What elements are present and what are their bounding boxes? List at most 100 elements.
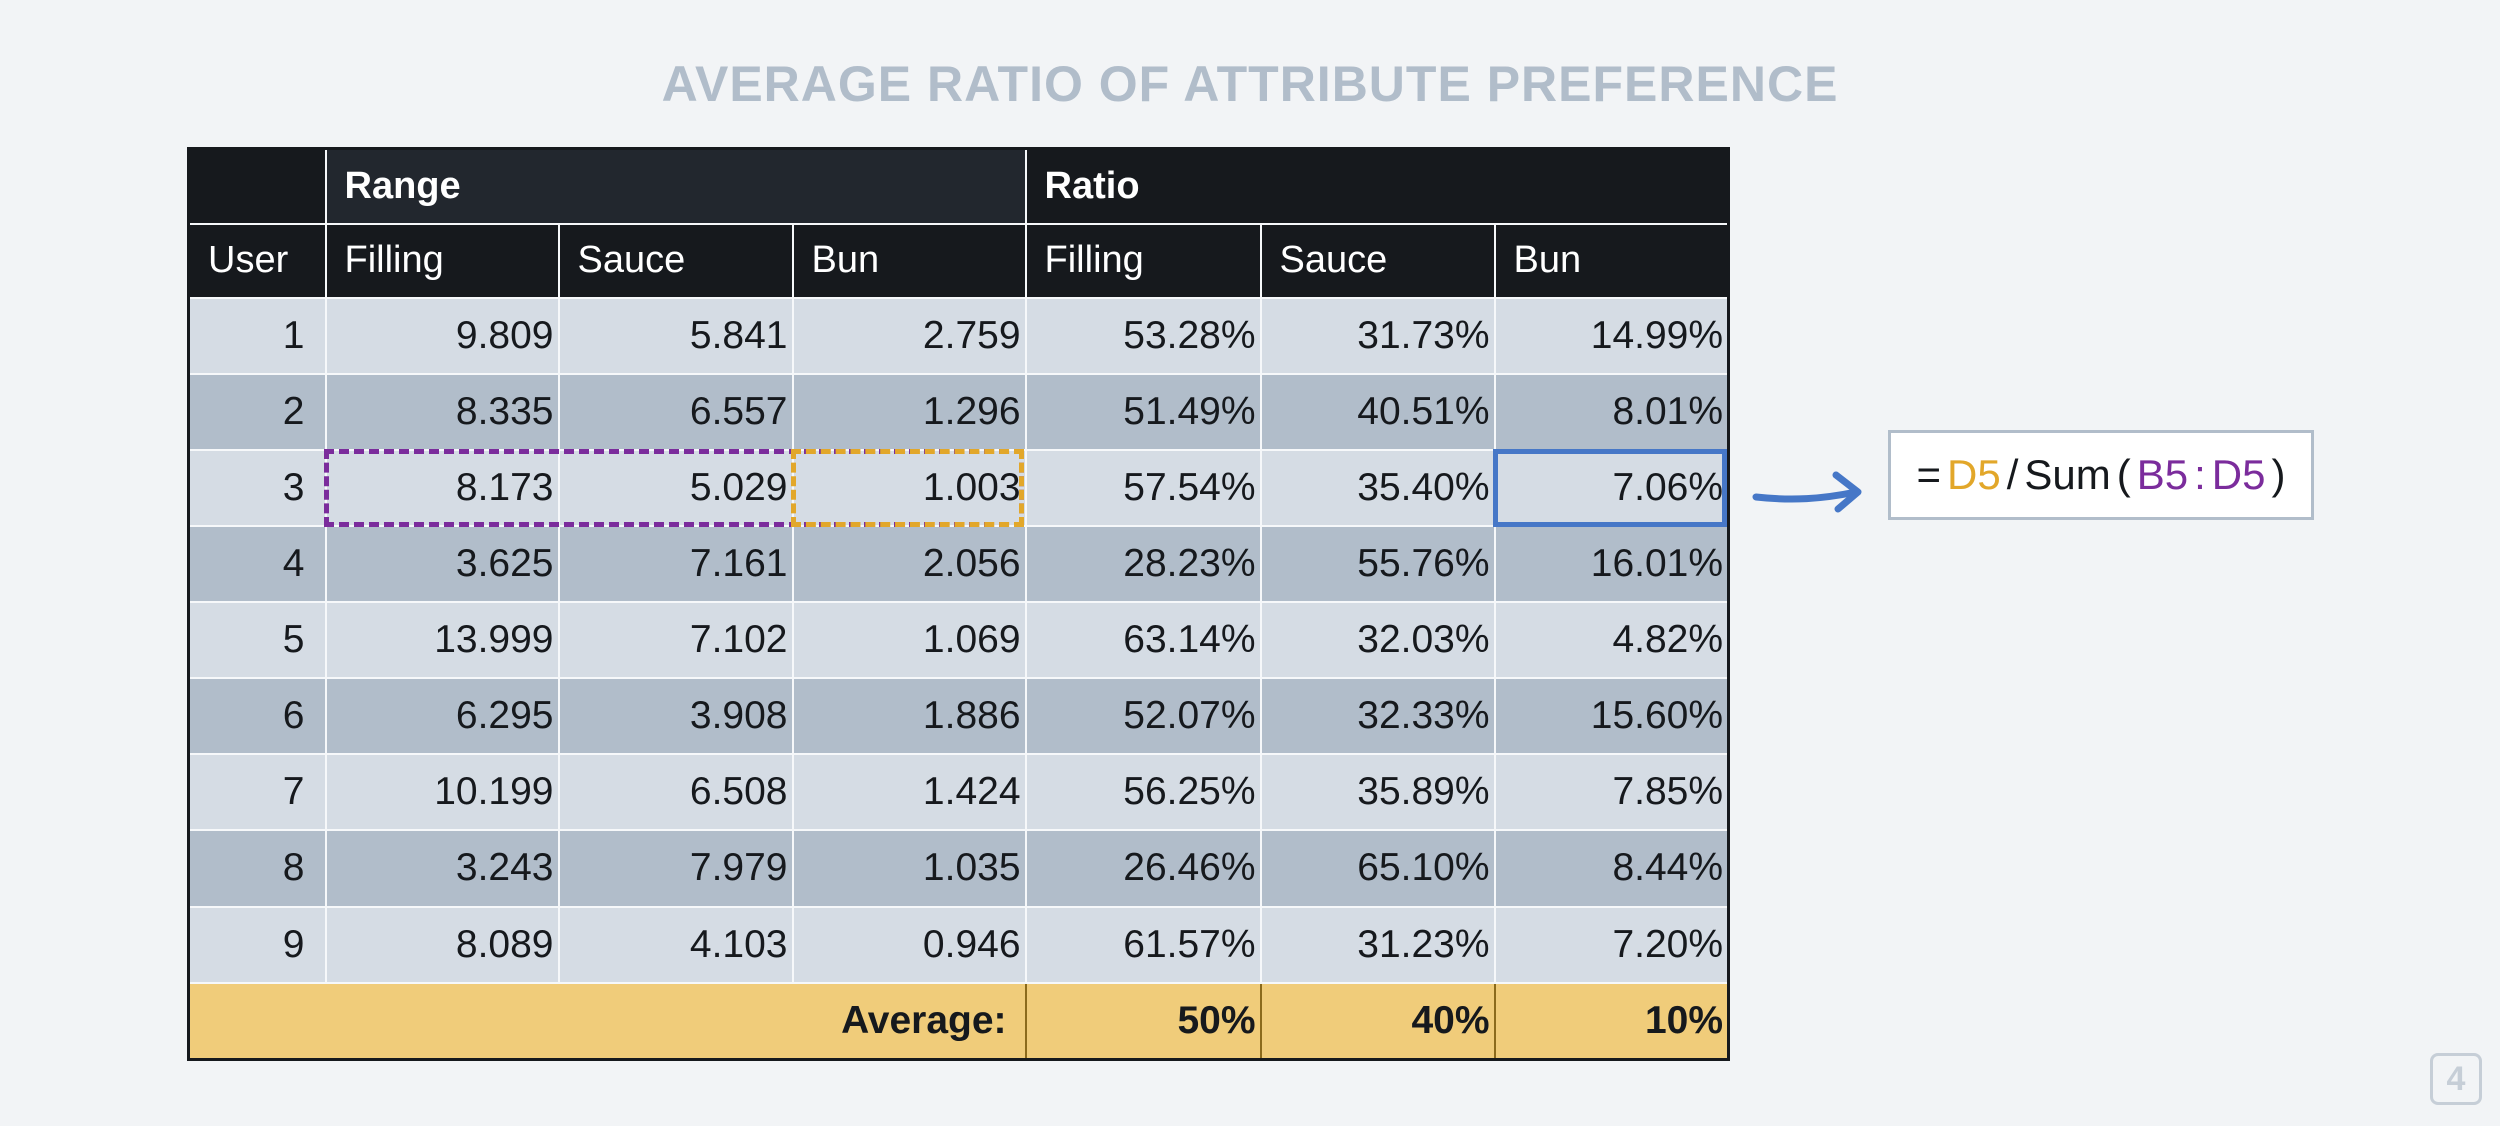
table-cell[interactable]: 57.54% xyxy=(1024,449,1262,528)
table-cell[interactable]: 1.424 xyxy=(791,753,1027,832)
formula-colon: : xyxy=(2194,451,2206,498)
corner-cell xyxy=(187,147,327,225)
formula-close: ) xyxy=(2271,451,2286,498)
user-cell[interactable]: 8 xyxy=(187,829,327,908)
table-cell[interactable]: 56.25% xyxy=(1024,753,1262,832)
table-cell[interactable]: 6.557 xyxy=(557,373,794,452)
group-header-ratio: Ratio xyxy=(1024,147,1730,225)
table-cell[interactable]: 5.841 xyxy=(557,297,794,376)
table-cell[interactable]: 8.01% xyxy=(1493,373,1730,452)
table-cell[interactable]: 2.759 xyxy=(791,297,1027,376)
table-cell[interactable]: 52.07% xyxy=(1024,677,1262,756)
table-cell[interactable]: 0.946 xyxy=(791,905,1027,984)
formula-divide: / xyxy=(2006,451,2019,498)
column-header: Filling xyxy=(324,222,560,300)
table-cell[interactable]: 63.14% xyxy=(1024,601,1262,680)
formula-ref: D5 xyxy=(1947,451,2001,498)
average-filling: 50% xyxy=(1024,981,1262,1061)
column-header: Sauce xyxy=(557,222,794,300)
table-cell[interactable]: 55.76% xyxy=(1259,525,1496,604)
formula-open: ( xyxy=(2116,451,2131,498)
formula-range-end: D5 xyxy=(2211,451,2266,498)
table-cell[interactable]: 31.23% xyxy=(1259,905,1496,984)
table-cell[interactable]: 6.295 xyxy=(324,677,560,756)
table-cell[interactable]: 9.809 xyxy=(324,297,560,376)
table-row: 6 6.295 3.908 1.886 52.07% 32.33% 15.60% xyxy=(187,677,1730,756)
table-cell[interactable]: 7.85% xyxy=(1493,753,1730,832)
user-cell[interactable]: 4 xyxy=(187,525,327,604)
table-cell[interactable]: 26.46% xyxy=(1024,829,1262,908)
table-cell[interactable]: 3.908 xyxy=(557,677,794,756)
table-cell[interactable]: 10.199 xyxy=(324,753,560,832)
table-cell[interactable]: 7.20% xyxy=(1493,905,1730,984)
table-row: 2 8.335 6.557 1.296 51.49% 40.51% 8.01% xyxy=(187,373,1730,452)
column-header: Bun xyxy=(791,222,1027,300)
table-row: 5 13.999 7.102 1.069 63.14% 32.03% 4.82% xyxy=(187,601,1730,680)
user-cell[interactable]: 9 xyxy=(187,905,327,984)
table-cell[interactable]: 1.069 xyxy=(791,601,1027,680)
table-cell[interactable]: 3.243 xyxy=(324,829,560,908)
table-cell[interactable]: 8.173 xyxy=(324,449,560,528)
group-header-range: Range xyxy=(324,147,1027,225)
average-label: Average: xyxy=(187,981,1027,1061)
average-bun: 10% xyxy=(1493,981,1730,1061)
user-cell[interactable]: 6 xyxy=(187,677,327,756)
table-cell[interactable]: 35.40% xyxy=(1259,449,1496,528)
table-cell[interactable]: 16.01% xyxy=(1493,525,1730,604)
table-row: 4 3.625 7.161 2.056 28.23% 55.76% 16.01% xyxy=(187,525,1730,604)
table-cell[interactable]: 3.625 xyxy=(324,525,560,604)
table-cell[interactable]: 7.06% xyxy=(1493,449,1730,528)
user-cell[interactable]: 1 xyxy=(187,297,327,376)
table-cell[interactable]: 40.51% xyxy=(1259,373,1496,452)
table-cell[interactable]: 53.28% xyxy=(1024,297,1262,376)
table-cell[interactable]: 2.056 xyxy=(791,525,1027,604)
table-cell[interactable]: 8.44% xyxy=(1493,829,1730,908)
formula-equals: = xyxy=(1916,451,1942,498)
page-title: AVERAGE RATIO OF ATTRIBUTE PREFERENCE xyxy=(661,56,1839,112)
table-cell[interactable]: 32.03% xyxy=(1259,601,1496,680)
table-row: 3 8.173 5.029 1.003 57.54% 35.40% 7.06% xyxy=(187,449,1730,528)
table-cell[interactable]: 1.296 xyxy=(791,373,1027,452)
column-header: Bun xyxy=(1493,222,1730,300)
spreadsheet: Range Ratio User Filling Sauce Bun Filling Sa… xyxy=(187,147,1731,1061)
table-cell[interactable]: 31.73% xyxy=(1259,297,1496,376)
table-cell[interactable]: 8.089 xyxy=(324,905,560,984)
column-header: Sauce xyxy=(1259,222,1496,300)
average-sauce: 40% xyxy=(1259,981,1496,1061)
arrow-icon xyxy=(1752,471,1862,513)
user-cell[interactable]: 7 xyxy=(187,753,327,832)
column-header: User xyxy=(187,222,327,300)
table-cell[interactable]: 7.102 xyxy=(557,601,794,680)
user-cell[interactable]: 3 xyxy=(187,449,327,528)
table-cell[interactable]: 4.82% xyxy=(1493,601,1730,680)
formula-box: = D5 / Sum ( B5 : D5 ) xyxy=(1888,430,2314,520)
table-cell[interactable]: 15.60% xyxy=(1493,677,1730,756)
table-cell[interactable]: 1.003 xyxy=(791,449,1027,528)
table-cell[interactable]: 7.161 xyxy=(557,525,794,604)
table-row: 9 8.089 4.103 0.946 61.57% 31.23% 7.20% xyxy=(187,905,1730,984)
page-number: 4 xyxy=(2430,1053,2482,1105)
table-cell[interactable]: 1.886 xyxy=(791,677,1027,756)
column-header: Filling xyxy=(1024,222,1262,300)
table-cell[interactable]: 5.029 xyxy=(557,449,794,528)
table-cell[interactable]: 7.979 xyxy=(557,829,794,908)
table-cell[interactable]: 32.33% xyxy=(1259,677,1496,756)
table-cell[interactable]: 4.103 xyxy=(557,905,794,984)
table-cell[interactable]: 65.10% xyxy=(1259,829,1496,908)
table-cell[interactable]: 35.89% xyxy=(1259,753,1496,832)
table-cell[interactable]: 61.57% xyxy=(1024,905,1262,984)
table-cell[interactable]: 51.49% xyxy=(1024,373,1262,452)
table-cell[interactable]: 28.23% xyxy=(1024,525,1262,604)
table-cell[interactable]: 8.335 xyxy=(324,373,560,452)
data-table: Range Ratio User Filling Sauce Bun Filling Sa… xyxy=(187,147,1731,1061)
user-cell[interactable]: 2 xyxy=(187,373,327,452)
table-cell[interactable]: 13.999 xyxy=(324,601,560,680)
table-cell[interactable]: 14.99% xyxy=(1493,297,1730,376)
table-cell[interactable]: 6.508 xyxy=(557,753,794,832)
table-cell[interactable]: 1.035 xyxy=(791,829,1027,908)
table-row: 1 9.809 5.841 2.759 53.28% 31.73% 14.99% xyxy=(187,297,1730,376)
table-row: 8 3.243 7.979 1.035 26.46% 65.10% 8.44% xyxy=(187,829,1730,908)
formula-range-start: B5 xyxy=(2136,451,2189,498)
user-cell[interactable]: 5 xyxy=(187,601,327,680)
table-row: 7 10.199 6.508 1.424 56.25% 35.89% 7.85% xyxy=(187,753,1730,832)
